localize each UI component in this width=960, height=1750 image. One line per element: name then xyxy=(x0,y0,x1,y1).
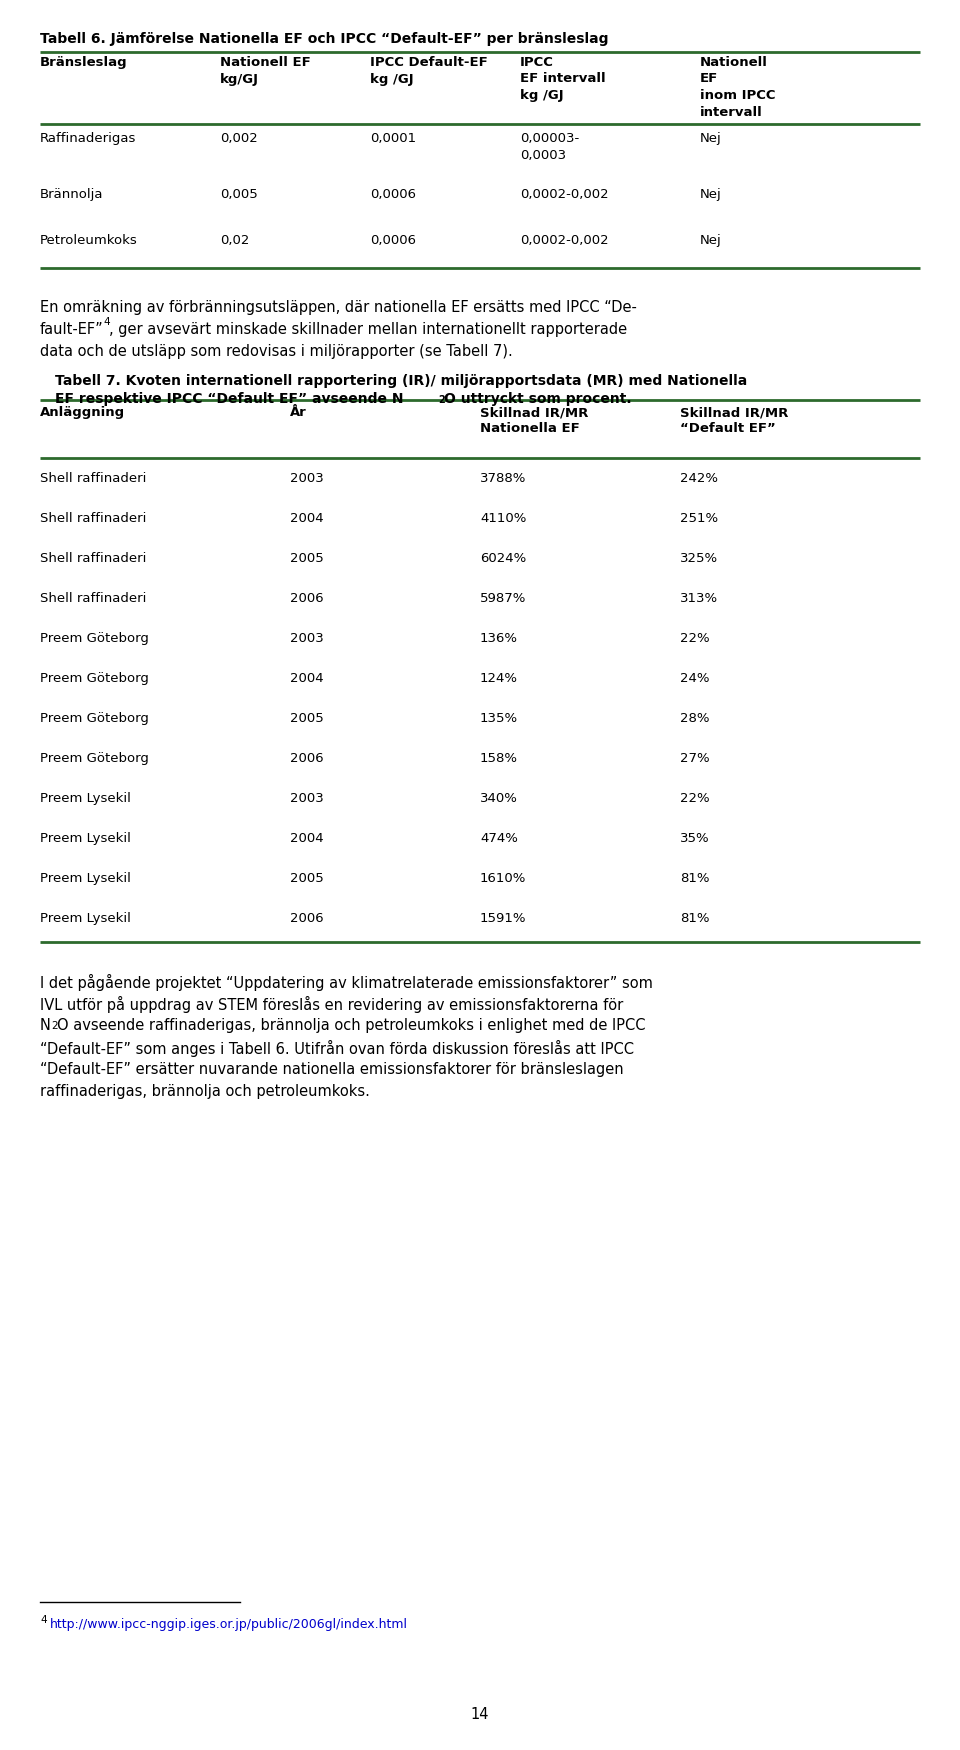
Text: 22%: 22% xyxy=(680,632,709,646)
Text: 313%: 313% xyxy=(680,592,718,605)
Text: data och de utsläpp som redovisas i miljörapporter (se Tabell 7).: data och de utsläpp som redovisas i milj… xyxy=(40,345,513,359)
Text: 0,0006: 0,0006 xyxy=(370,234,416,247)
Text: 14: 14 xyxy=(470,1706,490,1722)
Text: 0,02: 0,02 xyxy=(220,234,250,247)
Text: Skillnad IR/MR
Nationella EF: Skillnad IR/MR Nationella EF xyxy=(480,406,588,436)
Text: 81%: 81% xyxy=(680,912,709,926)
Text: 2004: 2004 xyxy=(290,513,324,525)
Text: 5987%: 5987% xyxy=(480,592,526,605)
Text: 2003: 2003 xyxy=(290,793,324,805)
Text: 1591%: 1591% xyxy=(480,912,526,926)
Text: 27%: 27% xyxy=(680,752,709,765)
Text: O avseende raffinaderigas, brännolja och petroleumkoks i enlighet med de IPCC: O avseende raffinaderigas, brännolja och… xyxy=(57,1018,645,1032)
Text: 124%: 124% xyxy=(480,672,518,684)
Text: “Default-EF” som anges i Tabell 6. Utifrån ovan förda diskussion föreslås att IP: “Default-EF” som anges i Tabell 6. Utifr… xyxy=(40,1040,634,1057)
Text: Nationell
EF
inom IPCC
intervall: Nationell EF inom IPCC intervall xyxy=(700,56,776,119)
Text: 0,0002-0,002: 0,0002-0,002 xyxy=(520,234,609,247)
Text: 0,0002-0,002: 0,0002-0,002 xyxy=(520,187,609,201)
Text: 340%: 340% xyxy=(480,793,517,805)
Text: Nej: Nej xyxy=(700,234,722,247)
Text: Preem Göteborg: Preem Göteborg xyxy=(40,632,149,646)
Text: http://www.ipcc-nggip.iges.or.jp/public/2006gl/index.html: http://www.ipcc-nggip.iges.or.jp/public/… xyxy=(50,1619,408,1631)
Text: 2003: 2003 xyxy=(290,632,324,646)
Text: “Default-EF” ersätter nuvarande nationella emissionsfaktorer för bränsleslagen: “Default-EF” ersätter nuvarande nationel… xyxy=(40,1062,624,1076)
Text: 4: 4 xyxy=(40,1615,47,1626)
Text: 1610%: 1610% xyxy=(480,872,526,886)
Text: Preem Lysekil: Preem Lysekil xyxy=(40,793,131,805)
Text: 0,00003-
0,0003: 0,00003- 0,0003 xyxy=(520,131,579,161)
Text: 4: 4 xyxy=(103,317,109,327)
Text: N: N xyxy=(40,1018,51,1032)
Text: 2004: 2004 xyxy=(290,831,324,845)
Text: Raffinaderigas: Raffinaderigas xyxy=(40,131,136,145)
Text: I det pågående projektet “Uppdatering av klimatrelaterade emissionsfaktorer” som: I det pågående projektet “Uppdatering av… xyxy=(40,975,653,990)
Text: Preem Göteborg: Preem Göteborg xyxy=(40,752,149,765)
Text: 136%: 136% xyxy=(480,632,518,646)
Text: Preem Lysekil: Preem Lysekil xyxy=(40,831,131,845)
Text: Tabell 7. Kvoten internationell rapportering (IR)/ miljörapportsdata (MR) med Na: Tabell 7. Kvoten internationell rapporte… xyxy=(55,374,747,388)
Text: 325%: 325% xyxy=(680,551,718,565)
Text: Skillnad IR/MR
“Default EF”: Skillnad IR/MR “Default EF” xyxy=(680,406,788,436)
Text: Preem Lysekil: Preem Lysekil xyxy=(40,872,131,886)
Text: Nej: Nej xyxy=(700,187,722,201)
Text: O uttryckt som procent.: O uttryckt som procent. xyxy=(444,392,632,406)
Text: 158%: 158% xyxy=(480,752,518,765)
Text: 22%: 22% xyxy=(680,793,709,805)
Text: Anläggning: Anläggning xyxy=(40,406,125,418)
Text: 2004: 2004 xyxy=(290,672,324,684)
Text: , ger avsevärt minskade skillnader mellan internationellt rapporterade: , ger avsevärt minskade skillnader mella… xyxy=(109,322,627,338)
Text: 2006: 2006 xyxy=(290,752,324,765)
Text: Preem Göteborg: Preem Göteborg xyxy=(40,712,149,724)
Text: 6024%: 6024% xyxy=(480,551,526,565)
Text: 24%: 24% xyxy=(680,672,709,684)
Text: IPCC
EF intervall
kg /GJ: IPCC EF intervall kg /GJ xyxy=(520,56,606,102)
Text: 2005: 2005 xyxy=(290,712,324,724)
Text: 35%: 35% xyxy=(680,831,709,845)
Text: IVL utför på uppdrag av STEM föreslås en revidering av emissionsfaktorerna för: IVL utför på uppdrag av STEM föreslås en… xyxy=(40,996,623,1013)
Text: 4110%: 4110% xyxy=(480,513,526,525)
Text: 474%: 474% xyxy=(480,831,517,845)
Text: 2003: 2003 xyxy=(290,473,324,485)
Text: En omräkning av förbränningsutsläppen, där nationella EF ersätts med IPCC “De-: En omräkning av förbränningsutsläppen, d… xyxy=(40,299,636,315)
Text: 2006: 2006 xyxy=(290,912,324,926)
Text: 3788%: 3788% xyxy=(480,473,526,485)
Text: Shell raffinaderi: Shell raffinaderi xyxy=(40,513,146,525)
Text: raffinaderigas, brännolja och petroleumkoks.: raffinaderigas, brännolja och petroleumk… xyxy=(40,1083,370,1099)
Text: 242%: 242% xyxy=(680,473,718,485)
Text: IPCC Default-EF
kg /GJ: IPCC Default-EF kg /GJ xyxy=(370,56,488,86)
Text: År: År xyxy=(290,406,307,418)
Text: Petroleumkoks: Petroleumkoks xyxy=(40,234,137,247)
Text: Nationell EF
kg/GJ: Nationell EF kg/GJ xyxy=(220,56,311,86)
Text: Preem Göteborg: Preem Göteborg xyxy=(40,672,149,684)
Text: 2005: 2005 xyxy=(290,872,324,886)
Text: EF respektive IPCC “Default EF” avseende N: EF respektive IPCC “Default EF” avseende… xyxy=(55,392,403,406)
Text: Preem Lysekil: Preem Lysekil xyxy=(40,912,131,926)
Text: 2: 2 xyxy=(438,396,444,404)
Text: Shell raffinaderi: Shell raffinaderi xyxy=(40,473,146,485)
Text: Bränsleslag: Bränsleslag xyxy=(40,56,128,68)
Text: Shell raffinaderi: Shell raffinaderi xyxy=(40,592,146,605)
Text: Nej: Nej xyxy=(700,131,722,145)
Text: 28%: 28% xyxy=(680,712,709,724)
Text: 135%: 135% xyxy=(480,712,518,724)
Text: 2006: 2006 xyxy=(290,592,324,605)
Text: 81%: 81% xyxy=(680,872,709,886)
Text: 0,0001: 0,0001 xyxy=(370,131,416,145)
Text: 251%: 251% xyxy=(680,513,718,525)
Text: 2005: 2005 xyxy=(290,551,324,565)
Text: Shell raffinaderi: Shell raffinaderi xyxy=(40,551,146,565)
Text: 0,0006: 0,0006 xyxy=(370,187,416,201)
Text: 2: 2 xyxy=(51,1020,58,1031)
Text: 0,002: 0,002 xyxy=(220,131,257,145)
Text: Tabell 6. Jämförelse Nationella EF och IPCC “Default-EF” per bränsleslag: Tabell 6. Jämförelse Nationella EF och I… xyxy=(40,31,609,46)
Text: fault-EF”: fault-EF” xyxy=(40,322,104,338)
Text: Brännolja: Brännolja xyxy=(40,187,104,201)
Text: 0,005: 0,005 xyxy=(220,187,257,201)
